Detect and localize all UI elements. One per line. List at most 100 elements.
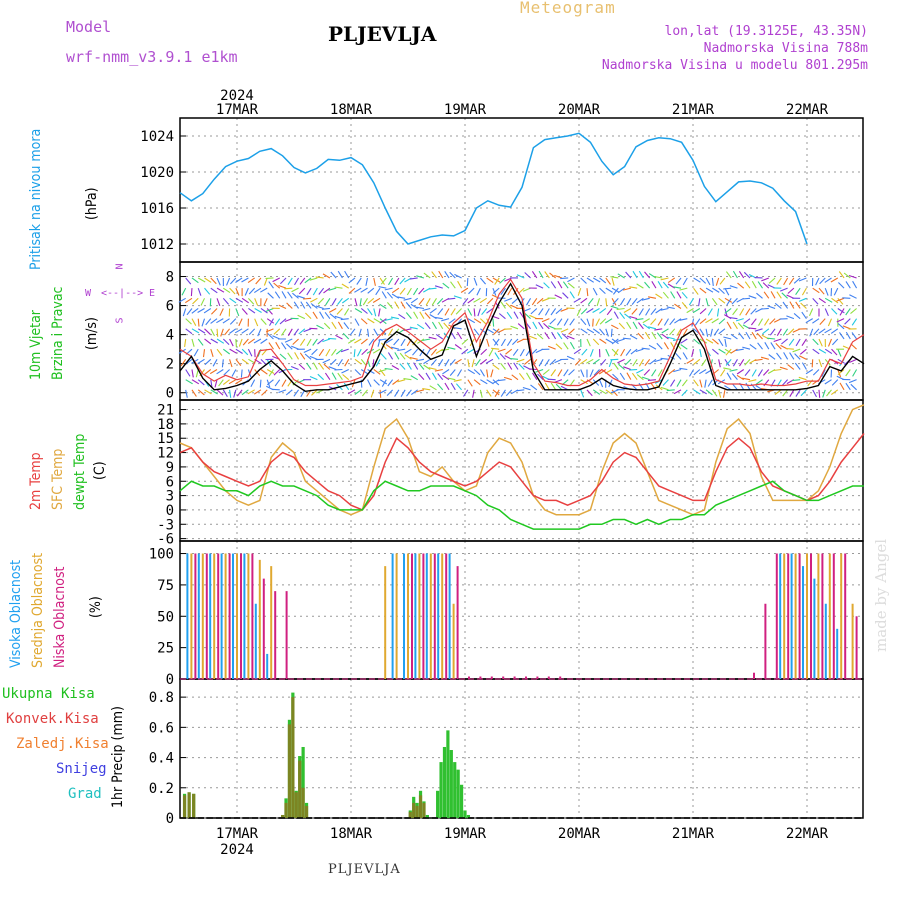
wind-arrow (492, 379, 500, 386)
wind-arrow (310, 297, 318, 303)
wind-arrow (403, 297, 412, 301)
wind-arrow (511, 297, 519, 305)
wind-arrow (312, 338, 318, 346)
precip-snow-label: Snijeg (56, 761, 107, 777)
wind-arrow (210, 379, 213, 388)
wind-arrow (405, 302, 412, 309)
wind-arrow (247, 277, 255, 284)
wind-arrow (812, 297, 819, 305)
wind-arrow (222, 338, 230, 345)
wind-arrow (789, 301, 795, 309)
total-precip-bar (456, 769, 460, 818)
wind-arrow (429, 385, 437, 391)
wind-arrow (456, 331, 463, 340)
wind-arrow (210, 277, 217, 285)
wind-arrow (437, 383, 444, 391)
wind-arrow (851, 318, 858, 326)
total-precip-bar (466, 814, 471, 818)
wind-arrow (447, 346, 456, 350)
wind-arrow (229, 389, 232, 398)
wind-arrow (398, 313, 406, 320)
wind-arrow (724, 308, 732, 314)
wind-arrow (268, 342, 274, 350)
wind-arrow (673, 368, 682, 373)
wind-arrow (626, 298, 632, 306)
wind-arrow (788, 338, 795, 346)
wind-arrow (622, 337, 631, 340)
wind-arrow (197, 287, 202, 296)
wind-arrow (580, 318, 587, 326)
wind-arrow (185, 328, 193, 335)
wind-arrow (378, 368, 387, 373)
wind-arrow (629, 368, 638, 371)
wind-arrow (305, 312, 312, 320)
wind-arrow (201, 318, 206, 327)
wind-arrow (563, 369, 569, 377)
wind-arrow (235, 308, 240, 317)
wind-arrow (479, 389, 483, 398)
wind-arrow (824, 287, 829, 296)
wind-arrow (550, 369, 557, 377)
wind-arrow (843, 272, 851, 279)
wind-arrow (682, 277, 688, 286)
y-tick-label: 8 (166, 270, 174, 286)
wind-arrow (537, 383, 544, 391)
wind-arrow (409, 277, 418, 280)
wind-arrow (656, 342, 663, 350)
wind-arrow (812, 348, 820, 355)
wind-arrow (635, 348, 644, 353)
wind-arrow (626, 321, 632, 330)
wind-arrow (490, 369, 494, 378)
wind-arrow (563, 342, 569, 350)
wind-arrow (281, 328, 287, 336)
wind-arrow (506, 311, 513, 319)
wind-arrow (718, 287, 725, 295)
wind-arrow (318, 348, 325, 357)
wind-arrow (723, 367, 732, 371)
wind-arrow (619, 372, 626, 380)
wind-arrow (241, 328, 249, 334)
wind-arrow (316, 324, 324, 330)
wind-arrow (467, 379, 473, 387)
y-tick-label: 12 (157, 446, 174, 462)
wind-arrow (359, 298, 362, 307)
wind-arrow (541, 297, 550, 302)
wind-arrow (699, 349, 702, 358)
wind-arrow (471, 359, 475, 368)
wind-arrow (580, 308, 588, 315)
wind-arrow (592, 308, 600, 313)
y-tick-label: -6 (157, 532, 174, 548)
wind-arrow (632, 270, 638, 279)
wind-arrow (617, 287, 625, 294)
wind-arrow (648, 273, 657, 279)
wind-arrow (337, 359, 343, 367)
wind-arrow (204, 358, 212, 366)
2m-temp-line (179, 433, 865, 511)
wind-arrow (586, 389, 593, 397)
wind-arrow (617, 273, 625, 279)
wind-arrow (699, 308, 707, 315)
wind-arrow (434, 285, 443, 289)
wind-arrow (337, 297, 343, 305)
wind-arrow (638, 270, 644, 279)
wind-arrow (504, 297, 512, 302)
y-tick-label: 100 (149, 547, 174, 563)
wind-arrow (319, 311, 325, 319)
wind-arrow (739, 308, 745, 316)
wind-arrow (394, 301, 400, 309)
wind-arrow (819, 318, 826, 325)
wind-arrow (629, 315, 638, 320)
station-title: PLJEVLJA (328, 22, 437, 46)
wind-arrow (379, 389, 387, 394)
wind-arrow (197, 277, 206, 283)
wind-arrow (241, 389, 249, 396)
wind-arrow (497, 379, 506, 382)
wind-arrow (438, 359, 444, 367)
wind-arrow (218, 379, 224, 387)
wind-arrow (324, 372, 331, 380)
wind-arrow (415, 358, 425, 362)
y-tick-label: 0 (166, 386, 174, 402)
wind-arrow (216, 277, 221, 286)
y-tick-label: 0.6 (149, 720, 174, 736)
wind-arrow (423, 272, 431, 279)
